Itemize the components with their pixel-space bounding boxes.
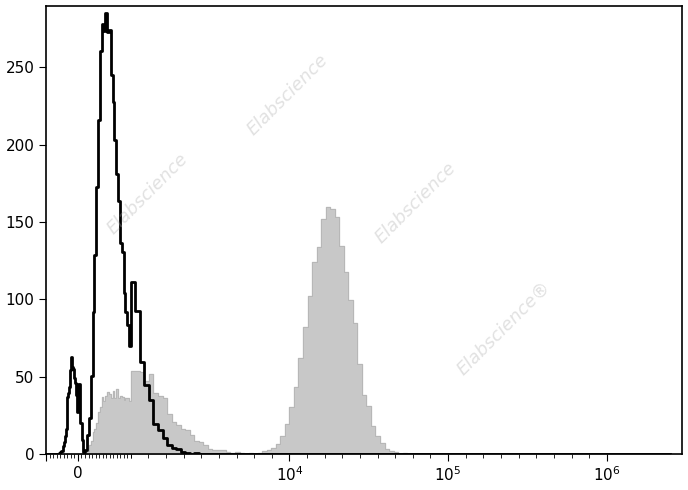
Text: Elabscience: Elabscience bbox=[104, 150, 192, 238]
Text: Elabscience: Elabscience bbox=[372, 159, 460, 247]
Text: Elabscience®: Elabscience® bbox=[454, 278, 555, 379]
Text: Elabscience: Elabscience bbox=[244, 51, 332, 139]
